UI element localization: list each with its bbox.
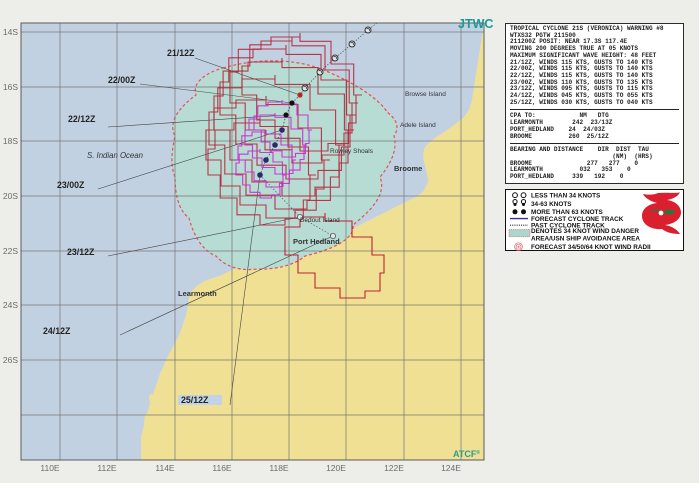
svg-text:20S: 20S — [3, 191, 18, 201]
svg-text:Port Hedland: Port Hedland — [293, 237, 340, 246]
svg-text:25/12Z: 25/12Z — [181, 395, 209, 405]
svg-text:34-63 KNOTS: 34-63 KNOTS — [531, 201, 572, 208]
svg-text:22S: 22S — [3, 246, 18, 256]
svg-text:110E: 110E — [40, 463, 60, 473]
svg-text:Broome: Broome — [394, 164, 422, 173]
svg-text:23/12Z: 23/12Z — [67, 247, 95, 257]
svg-text:120E: 120E — [326, 463, 346, 473]
svg-text:122E: 122E — [384, 463, 404, 473]
svg-text:112E: 112E — [97, 463, 117, 473]
svg-text:26S: 26S — [3, 355, 18, 365]
svg-text:ATCF®: ATCF® — [453, 449, 480, 459]
svg-text:LESS THAN 34 KNOTS: LESS THAN 34 KNOTS — [531, 193, 601, 200]
svg-text:Browse Island: Browse Island — [405, 91, 446, 98]
svg-text:24S: 24S — [3, 300, 18, 310]
svg-text:18S: 18S — [3, 136, 18, 146]
svg-text:DENOTES 34 KNOT WIND DANGER: DENOTES 34 KNOT WIND DANGER — [531, 228, 639, 235]
svg-text:FORECAST 34/50/64 KNOT WIND RA: FORECAST 34/50/64 KNOT WIND RADII — [531, 244, 651, 251]
svg-text:16S: 16S — [3, 82, 18, 92]
svg-text:24/12Z: 24/12Z — [43, 326, 71, 336]
svg-text:116E: 116E — [212, 463, 232, 473]
svg-text:S. Indian Ocean: S. Indian Ocean — [87, 151, 143, 160]
svg-text:22/12Z: 22/12Z — [68, 114, 96, 124]
svg-text:Adele Island: Adele Island — [400, 122, 436, 129]
svg-text:22/00Z: 22/00Z — [108, 75, 136, 85]
svg-text:Bedout Island: Bedout Island — [300, 217, 340, 224]
svg-text:124E: 124E — [441, 463, 461, 473]
svg-text:23/00Z: 23/00Z — [57, 180, 85, 190]
svg-text:114E: 114E — [155, 463, 175, 473]
svg-text:AREA/USN SHIP AVOIDANCE AREA: AREA/USN SHIP AVOIDANCE AREA — [531, 235, 640, 242]
svg-text:Learmonth: Learmonth — [178, 289, 217, 298]
svg-text:21/12Z: 21/12Z — [167, 48, 195, 58]
svg-text:14S: 14S — [3, 27, 18, 37]
svg-text:118E: 118E — [269, 463, 289, 473]
svg-text:Rowley Shoals: Rowley Shoals — [330, 148, 374, 155]
